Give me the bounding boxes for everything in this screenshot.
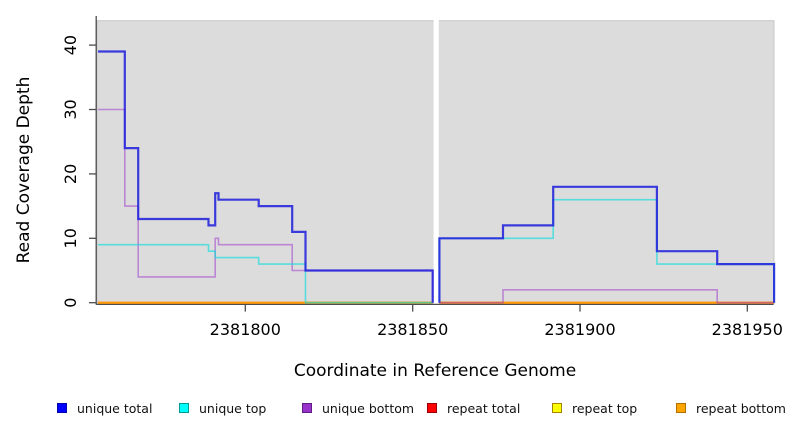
- x-tick-label: 2381850: [377, 320, 448, 339]
- legend-label: repeat bottom: [696, 400, 786, 416]
- x-tick-label: 2381900: [544, 320, 615, 339]
- legend-item-repeat-bottom: repeat bottom: [676, 400, 786, 416]
- y-axis-label: Read Coverage Depth: [14, 77, 34, 264]
- y-tick-label: 40: [61, 35, 80, 55]
- unique-bottom-swatch-icon: [302, 403, 312, 413]
- legend-label: repeat top: [572, 400, 638, 416]
- legend-item-unique-top: unique top: [179, 400, 266, 416]
- series-line-unique-total: [98, 50, 776, 303]
- coverage-chart-svg: 0 10 20 30 40 2381800 2381850 2381900 23…: [14, 16, 783, 381]
- y-tick-label: 0: [61, 298, 80, 308]
- unique-top-swatch-icon: [179, 403, 189, 413]
- series-layer: [98, 50, 776, 304]
- panel-gap-band: [433, 20, 439, 305]
- repeat-bottom-swatch-icon: [676, 403, 686, 413]
- legend-item-repeat-top: repeat top: [552, 400, 637, 416]
- y-tick-label: 10: [61, 228, 80, 248]
- legend-label: unique total: [77, 400, 153, 416]
- x-axis-label: Coordinate in Reference Genome: [294, 361, 576, 381]
- x-tick-label: 2381800: [210, 320, 281, 339]
- legend-label: unique top: [199, 400, 267, 416]
- legend-item-unique-total: unique total: [57, 400, 152, 416]
- legend-item-repeat-total: repeat total: [427, 400, 520, 416]
- repeat-total-swatch-icon: [427, 403, 437, 413]
- x-tick-label: 2381950: [712, 320, 783, 339]
- y-tick-label: 30: [61, 99, 80, 119]
- repeat-top-swatch-icon: [552, 403, 562, 413]
- legend-label: repeat total: [447, 400, 521, 416]
- unique-total-swatch-icon: [57, 403, 67, 413]
- legend-item-unique-bottom: unique bottom: [302, 400, 414, 416]
- series-line-unique-bottom: [98, 108, 775, 304]
- axes-lines: [89, 16, 774, 312]
- legend-label: unique bottom: [322, 400, 415, 416]
- y-tick-label: 20: [61, 164, 80, 184]
